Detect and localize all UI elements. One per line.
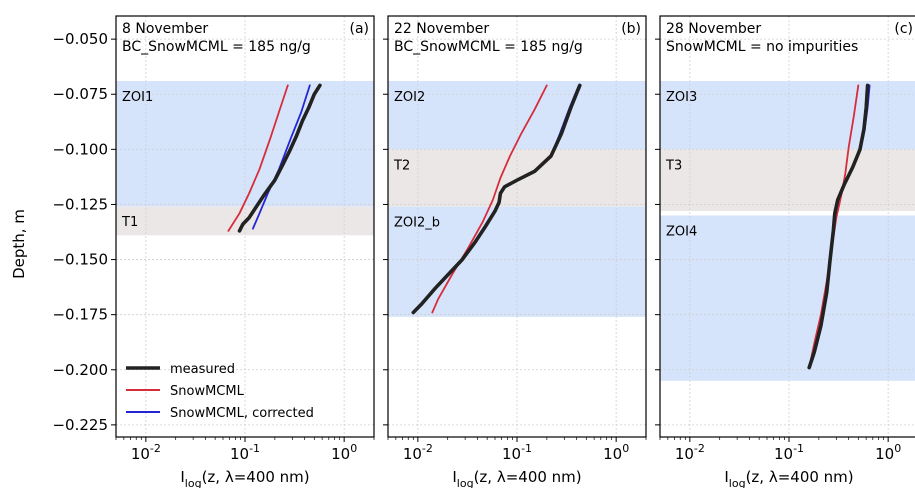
series-line-snowmcml [431, 84, 548, 314]
x-axis-label: Ilog(z, λ=400 nm) [452, 468, 581, 488]
zone-label: T2 [393, 158, 410, 173]
x-tick-label: 10-1 [774, 442, 804, 463]
panel-title-line: 8 November [122, 21, 208, 37]
y-tick-label: −0.125 [52, 195, 108, 213]
y-tick-label: −0.100 [52, 140, 108, 158]
zone-label: ZOI2_b [394, 216, 440, 231]
band-zoi1 [116, 81, 374, 207]
legend-entry: SnowMCML [170, 384, 245, 399]
series-line-snowmcml [227, 84, 289, 232]
panel-title-line: 22 November [394, 21, 489, 37]
zone-label: ZOI4 [666, 224, 697, 239]
legend: measured SnowMCML SnowMCML, corrected [126, 362, 314, 421]
panel-title-line: SnowMCML = no impurities [666, 39, 858, 55]
y-tick-label: −0.050 [52, 30, 108, 48]
series-line-measured [807, 83, 870, 370]
zone-label: ZOI3 [666, 90, 697, 105]
panel-c: ZOI3 T3 ZOI4 10-2 10-1 100 28 November SnowMCML… [655, 15, 915, 488]
panel-title-line: BC_SnowMCML = 185 ng/g [122, 39, 311, 55]
series-line-measured [411, 83, 582, 315]
series-line-snowmcml [808, 84, 860, 369]
legend-entry: SnowMCML, corrected [170, 406, 314, 421]
x-tick-label: 10-2 [131, 442, 161, 463]
y-tick-label: −0.150 [52, 251, 108, 269]
panel-b: ZOI2 T2 ZOI2_b 10-2 10-1 100 22 November BC_Sno… [383, 15, 647, 488]
zone-label: ZOI1 [122, 90, 153, 105]
y-tick-label: −0.175 [52, 306, 108, 324]
x-tick-label: 10-1 [502, 442, 532, 463]
panel-letter: (a) [349, 21, 369, 37]
x-axis-label: Ilog(z, λ=400 nm) [180, 468, 309, 488]
x-tick-label: 100 [603, 442, 629, 463]
x-tick-label: 100 [331, 442, 357, 463]
legend-entry: measured [170, 362, 235, 377]
panel-a: ZOI1 T1 10-2 10-1 100 −0.050 −0.075 −0.100 −0.12… [52, 15, 375, 488]
panel-title-line: BC_SnowMCML = 185 ng/g [394, 39, 583, 55]
x-axis-label: Ilog(z, λ=400 nm) [724, 468, 853, 488]
band-zoi2 [388, 81, 646, 150]
panel-title-line: 28 November [666, 21, 761, 37]
zone-label: T3 [665, 158, 682, 173]
band-t3 [660, 149, 915, 212]
series-line-measured [237, 83, 322, 233]
x-tick-label: 100 [875, 442, 901, 463]
zone-label: ZOI2 [394, 90, 425, 105]
y-tick-label: −0.075 [52, 85, 108, 103]
x-tick-label: 10-2 [403, 442, 433, 463]
x-tick-label: 10-1 [230, 442, 260, 463]
band-zoi3 [660, 81, 915, 150]
zone-label: T1 [121, 215, 138, 230]
y-axis-label: Depth, m [10, 209, 28, 279]
y-tick-label: −0.200 [52, 361, 108, 379]
panel-letter: (c) [894, 21, 913, 37]
x-tick-label: 10-2 [675, 442, 705, 463]
y-tick-label: −0.225 [52, 416, 108, 434]
band-zoi4 [660, 215, 915, 381]
panel-letter: (b) [621, 21, 641, 37]
